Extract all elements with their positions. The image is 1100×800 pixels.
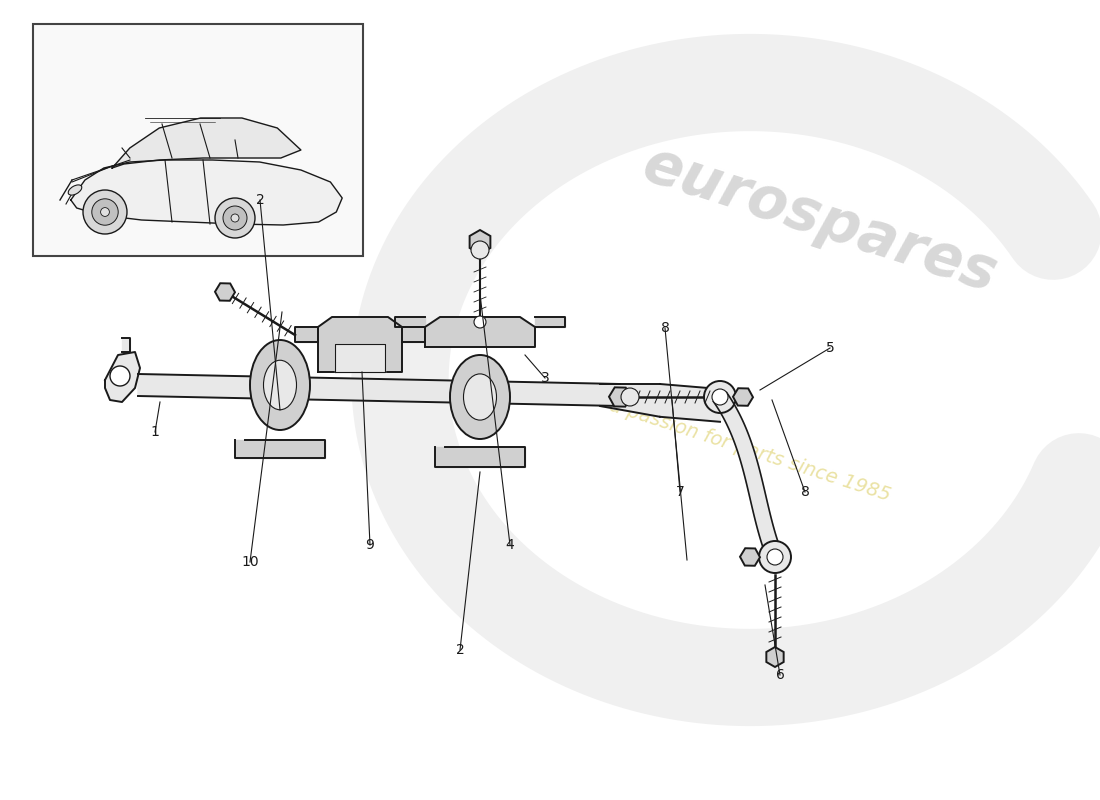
- Polygon shape: [434, 447, 525, 467]
- Text: 6: 6: [776, 668, 784, 682]
- Circle shape: [704, 381, 736, 413]
- Circle shape: [100, 208, 109, 216]
- Text: 9: 9: [365, 538, 374, 552]
- Ellipse shape: [450, 355, 510, 439]
- Polygon shape: [425, 317, 535, 347]
- Polygon shape: [402, 327, 425, 342]
- Text: 3: 3: [540, 371, 549, 385]
- Circle shape: [767, 549, 783, 565]
- Polygon shape: [660, 384, 720, 422]
- Ellipse shape: [264, 360, 297, 410]
- Polygon shape: [112, 118, 301, 168]
- Text: 4: 4: [506, 538, 515, 552]
- Ellipse shape: [250, 340, 310, 430]
- Circle shape: [471, 241, 490, 259]
- Text: 7: 7: [675, 485, 684, 499]
- Text: 1: 1: [151, 425, 160, 439]
- Ellipse shape: [463, 374, 496, 420]
- Text: 2: 2: [255, 193, 264, 207]
- Ellipse shape: [68, 185, 81, 195]
- Text: 5: 5: [826, 341, 835, 355]
- Polygon shape: [714, 393, 782, 560]
- Polygon shape: [295, 327, 318, 342]
- Polygon shape: [235, 440, 324, 458]
- Polygon shape: [104, 352, 140, 402]
- Text: 10: 10: [241, 555, 258, 569]
- Bar: [33, 24, 363, 256]
- Polygon shape: [138, 374, 620, 406]
- Circle shape: [231, 214, 239, 222]
- Polygon shape: [122, 338, 130, 352]
- Text: 2: 2: [455, 643, 464, 657]
- Text: 8: 8: [661, 321, 670, 335]
- Circle shape: [712, 389, 728, 405]
- Circle shape: [223, 206, 248, 230]
- Polygon shape: [395, 317, 425, 327]
- Circle shape: [91, 198, 118, 226]
- Polygon shape: [535, 317, 565, 327]
- Polygon shape: [70, 160, 342, 225]
- Text: a passion for parts since 1985: a passion for parts since 1985: [607, 395, 893, 505]
- Polygon shape: [336, 344, 385, 372]
- Circle shape: [82, 190, 126, 234]
- Text: 8: 8: [801, 485, 810, 499]
- Circle shape: [474, 316, 486, 328]
- Circle shape: [621, 388, 639, 406]
- Text: eurospares: eurospares: [636, 136, 1004, 304]
- Circle shape: [214, 198, 255, 238]
- Circle shape: [759, 541, 791, 573]
- Circle shape: [110, 366, 130, 386]
- Polygon shape: [318, 317, 402, 372]
